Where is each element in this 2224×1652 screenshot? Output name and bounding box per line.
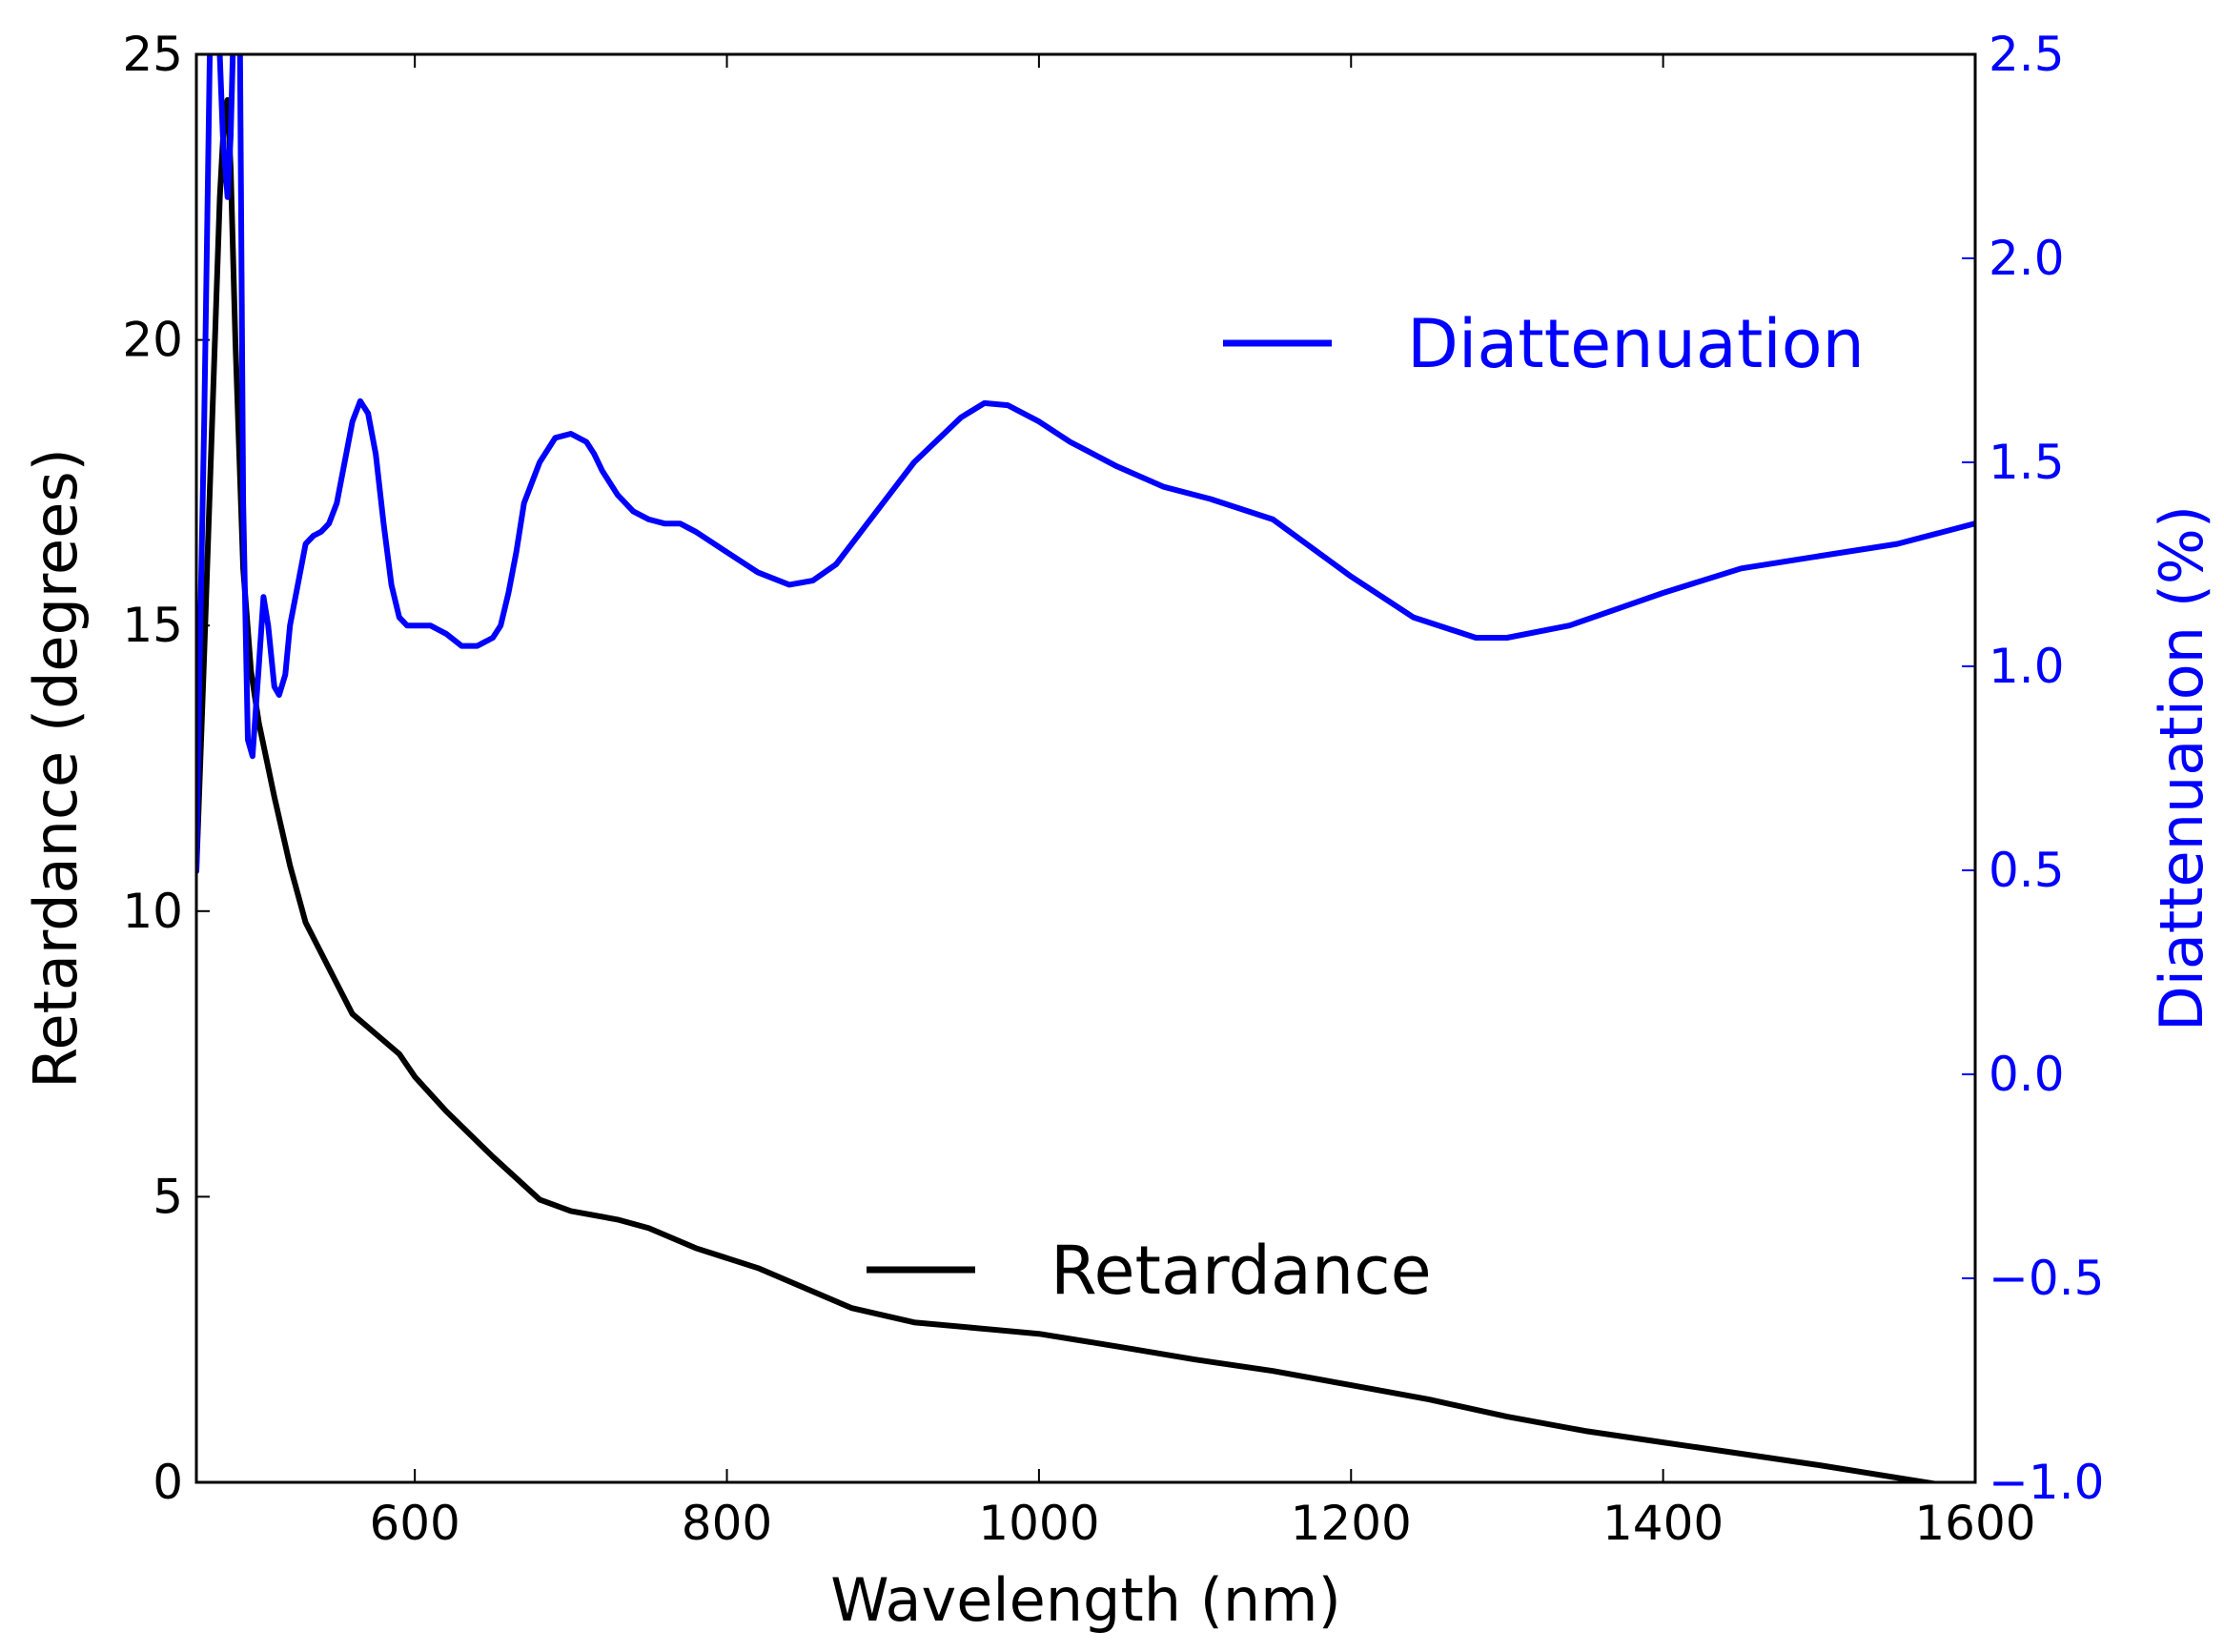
plot-area: [196, 54, 1975, 1482]
y-right-tick-label: 1.5: [1989, 435, 2065, 490]
y-right-tick-label: 0.0: [1989, 1047, 2065, 1102]
y-right-tick-label: −0.5: [1989, 1251, 2104, 1306]
x-tick-label: 1000: [978, 1496, 1099, 1551]
y-left-tick-label: 10: [122, 884, 183, 939]
plot-frame: [194, 52, 1977, 1484]
y-left-tick-label: 15: [122, 598, 183, 653]
y-right-tick-label: 1.0: [1989, 639, 2065, 694]
ticks-layer: 600 800 1000 1200 1400 1600 0 5 10 15 20 25 −1.0 −0.5…: [122, 27, 2104, 1551]
legend-retardance: Retardance: [867, 1232, 1432, 1310]
legend-diattenuation: Diattenuation: [1223, 305, 1865, 383]
y-left-axis-label: Retardance (degrees): [21, 448, 91, 1089]
y-left-tick-label: 0: [153, 1455, 183, 1510]
y-right-tick-label: 2.0: [1989, 231, 2065, 286]
series-layer: [196, 54, 1975, 1482]
retardance-line: [196, 96, 1975, 1482]
y-left-tick-label: 20: [122, 313, 183, 368]
legend-retardance-label: Retardance: [1051, 1232, 1432, 1310]
legend-diattenuation-label: Diattenuation: [1407, 305, 1865, 383]
x-tick-label: 1400: [1602, 1496, 1724, 1551]
y-left-tick-label: 25: [122, 27, 183, 82]
y-right-tick-label: −1.0: [1989, 1455, 2104, 1510]
x-tick-label: 600: [369, 1496, 459, 1551]
y-right-tick-label: 2.5: [1989, 27, 2065, 82]
x-tick-label: 800: [682, 1496, 772, 1551]
x-tick-label: 1200: [1291, 1496, 1412, 1551]
y-right-axis-label: Diattenuation (%): [2147, 505, 2216, 1031]
y-right-tick-label: 0.5: [1989, 843, 2065, 898]
x-axis-label: Wavelength (nm): [830, 1565, 1341, 1635]
y-left-tick-label: 5: [153, 1169, 183, 1224]
diattenuation-line: [196, 54, 1975, 873]
x-tick-label: 1600: [1914, 1496, 2035, 1551]
